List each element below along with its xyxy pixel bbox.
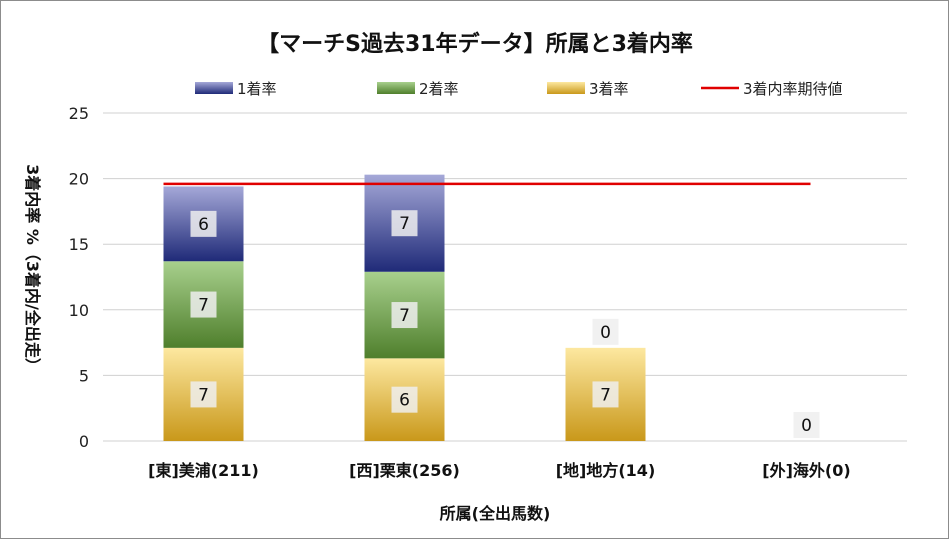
data-label: 6 bbox=[198, 215, 209, 235]
data-label: 7 bbox=[399, 214, 410, 234]
data-label: 7 bbox=[198, 385, 209, 405]
data-label-box bbox=[592, 318, 619, 345]
legend-label: 3着内率期待値 bbox=[743, 80, 843, 98]
x-category-label: [東]美浦(211) bbox=[148, 461, 259, 480]
data-label-box bbox=[391, 210, 418, 237]
data-label: 7 bbox=[399, 306, 410, 326]
data-label: 0 bbox=[600, 323, 611, 343]
data-label: 0 bbox=[801, 416, 812, 436]
data-label: 7 bbox=[600, 385, 611, 405]
data-label-box bbox=[190, 291, 217, 318]
data-label-box bbox=[190, 381, 217, 408]
y-tick-label: 20 bbox=[69, 170, 89, 189]
chart-title: 【マーチS過去31年データ】所属と3着内率 bbox=[257, 31, 693, 57]
data-labels: 7 7 6 6 7 7 7 0 0 bbox=[190, 210, 820, 438]
y-tick-label: 5 bbox=[79, 366, 89, 385]
y-tick-label: 0 bbox=[79, 432, 89, 451]
data-label-box bbox=[391, 302, 418, 329]
data-label-box bbox=[592, 381, 619, 408]
x-category-label: [外]海外(0) bbox=[762, 461, 850, 480]
x-category-label: [地]地方(14) bbox=[556, 461, 656, 480]
y-tick-label: 15 bbox=[69, 235, 89, 254]
legend-label: 3着率 bbox=[589, 80, 629, 98]
y-tick-label: 10 bbox=[69, 301, 89, 320]
y-axis-ticks: 0 5 10 15 20 25 bbox=[69, 104, 89, 451]
data-label: 7 bbox=[198, 296, 209, 316]
legend-label: 1着率 bbox=[237, 80, 277, 98]
data-label-box bbox=[793, 412, 820, 438]
legend-swatch bbox=[195, 82, 233, 94]
x-axis-categories: [東]美浦(211) [西]栗東(256) [地]地方(14) [外]海外(0) bbox=[148, 461, 851, 480]
y-tick-label: 25 bbox=[69, 104, 89, 123]
legend-label: 2着率 bbox=[419, 80, 459, 98]
data-label: 6 bbox=[399, 391, 410, 411]
legend: 1着率 2着率 3着率 3着内率期待値 bbox=[195, 80, 843, 98]
legend-swatch bbox=[547, 82, 585, 94]
data-label-box bbox=[190, 210, 217, 237]
x-category-label: [西]栗東(256) bbox=[349, 461, 460, 480]
y-axis-label: 3着内率 %（3着内/全出走） bbox=[23, 164, 42, 374]
x-axis-label: 所属(全出馬数) bbox=[440, 504, 551, 523]
data-label-box bbox=[391, 386, 418, 413]
legend-swatch bbox=[377, 82, 415, 94]
